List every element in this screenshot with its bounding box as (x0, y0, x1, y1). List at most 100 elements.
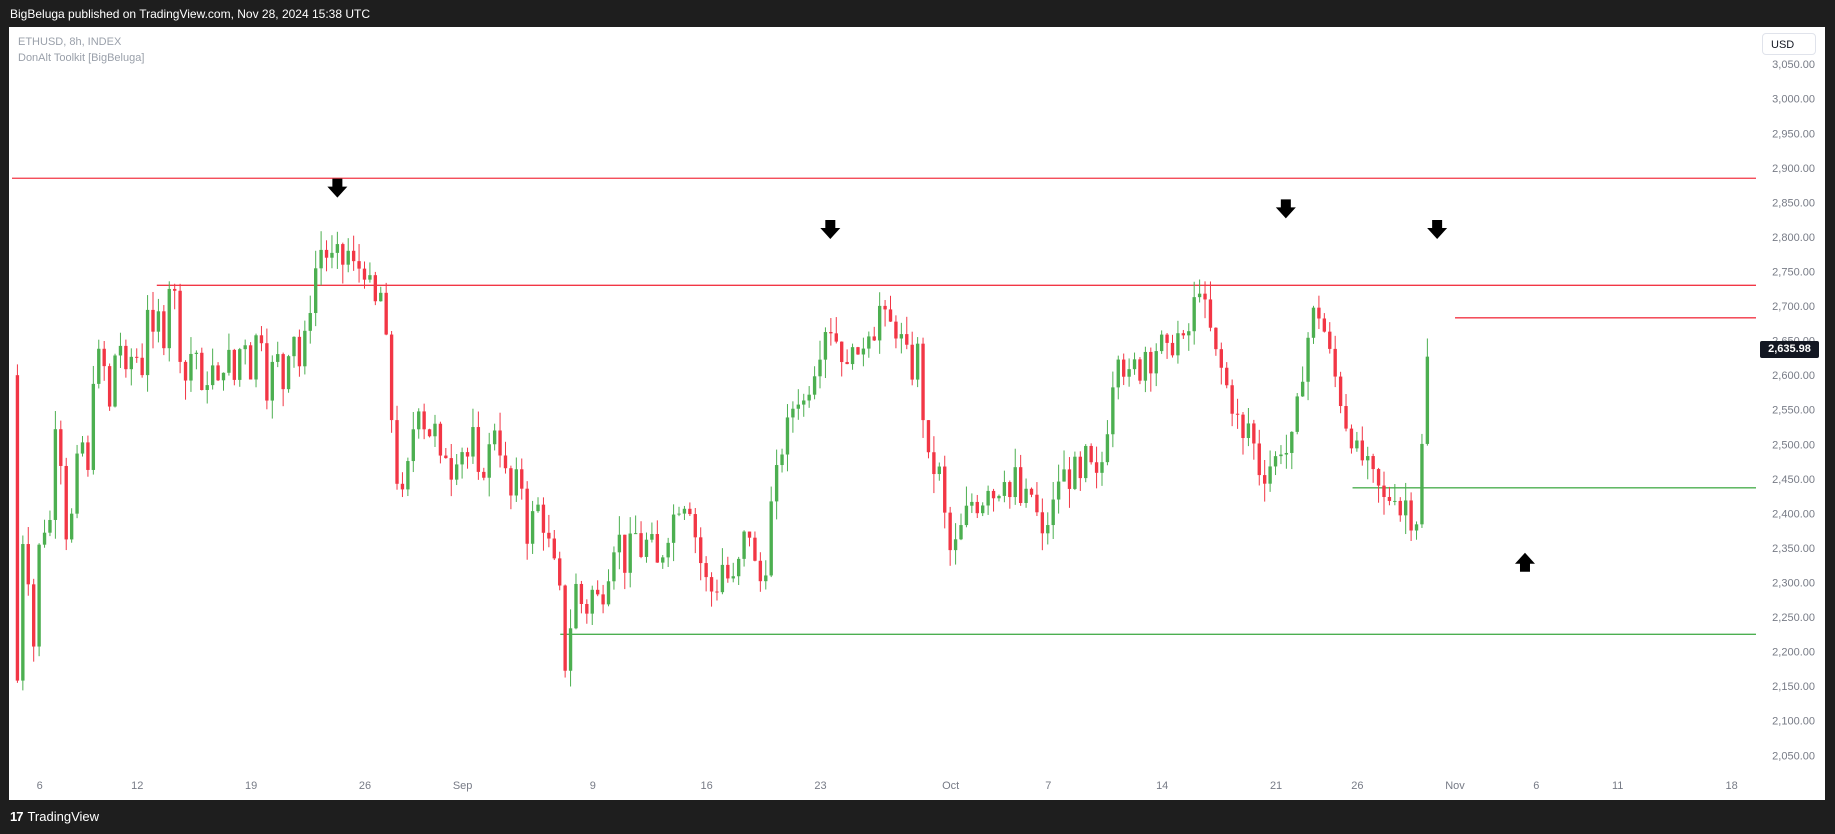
candle-body (53, 429, 58, 520)
candle-up (118, 332, 123, 368)
candle-body (1067, 469, 1072, 489)
candle-body (1132, 359, 1137, 370)
y-tick-label: 2,750.00 (1772, 267, 1815, 279)
candle-body (796, 404, 800, 409)
candle-body (856, 347, 860, 355)
candle-body (368, 275, 372, 280)
currency-button[interactable]: USD (1762, 33, 1816, 55)
indicator-label[interactable]: DonAlt Toolkit [BigBeluga] (18, 52, 145, 64)
candle-up (48, 510, 52, 537)
candle-body (1002, 482, 1007, 496)
candle-down (905, 316, 909, 350)
candle-down (558, 551, 562, 591)
candle-body (37, 544, 41, 647)
publish-header: BigBeluga published on TradingView.com, … (0, 0, 1835, 27)
tradingview-logo[interactable]: 17 TradingView (10, 809, 99, 824)
candle-up (189, 337, 193, 392)
candle-body (910, 344, 914, 380)
candle-down (758, 552, 763, 592)
x-tick-label: Oct (942, 780, 959, 792)
candle-up (671, 504, 676, 562)
candle-body (877, 305, 882, 341)
candle-body (1355, 440, 1359, 449)
candle-up (769, 486, 773, 578)
candle-down (140, 343, 144, 378)
candle-body (709, 577, 714, 592)
candle-up (1425, 338, 1430, 446)
candle-up (574, 573, 578, 630)
candle-down (64, 457, 68, 551)
candle-down (449, 443, 453, 497)
candle-body (487, 444, 491, 478)
candle-up (964, 486, 969, 528)
candle-down (265, 328, 269, 410)
candle-down (715, 579, 719, 601)
candle-down (910, 331, 914, 386)
candle-up (899, 322, 904, 354)
candle-body (411, 429, 415, 462)
candle-down (509, 465, 513, 510)
chart-area[interactable] (9, 27, 1825, 800)
candle-body (1425, 356, 1430, 444)
candle-body (135, 356, 139, 358)
candle-body (1149, 351, 1153, 374)
candle-body (840, 341, 844, 363)
candle-up (628, 517, 632, 588)
y-tick-label: 3,050.00 (1772, 59, 1815, 71)
candle-up (1404, 482, 1408, 535)
candle-down (595, 580, 600, 597)
candle-up (1176, 320, 1180, 364)
candle-up (80, 435, 85, 457)
candle-body (915, 343, 920, 380)
candle-body (1311, 307, 1316, 338)
arrow-down-icon (1275, 199, 1296, 219)
candle-body (1252, 423, 1256, 444)
candle-body (601, 594, 605, 605)
candle-down (1122, 353, 1126, 386)
candle-body (303, 330, 307, 367)
candle-body (1127, 369, 1131, 377)
candle-down (15, 364, 20, 683)
candle-up (1062, 450, 1066, 482)
candle-body (281, 354, 285, 390)
candle-body (975, 501, 979, 514)
candle-up (791, 401, 795, 433)
candle-body (899, 334, 904, 339)
candle-down (124, 339, 128, 378)
candle-body (162, 311, 166, 349)
candle-body (1181, 333, 1186, 336)
arrow-down-icon (327, 178, 348, 198)
y-tick-label: 2,150.00 (1772, 681, 1815, 693)
candle-down (829, 318, 833, 346)
candle-body (536, 504, 540, 512)
candle-body (1235, 413, 1240, 415)
candle-body (937, 466, 941, 475)
candle-body (189, 353, 193, 381)
candle-down (1078, 451, 1082, 491)
candle-body (330, 252, 334, 258)
candle-down (1338, 371, 1343, 414)
candle-body (552, 538, 556, 559)
candle-body (200, 352, 204, 390)
candle-down (845, 349, 849, 365)
candle-up (877, 292, 882, 354)
candle-body (1046, 525, 1050, 534)
candle-down (183, 360, 188, 400)
arrow-down-icon (820, 220, 841, 240)
candle-body (894, 321, 898, 339)
y-tick-label: 2,600.00 (1772, 370, 1815, 382)
candle-body (373, 275, 378, 302)
candle-up (1290, 431, 1294, 470)
candle-up (812, 366, 817, 400)
symbol-label[interactable]: ETHUSD, 8h, INDEX (18, 36, 122, 48)
candle-up (129, 348, 133, 386)
candle-body (1295, 396, 1299, 432)
candle-up (42, 519, 47, 548)
candle-body (1024, 488, 1028, 503)
candle-up (1073, 451, 1077, 491)
candle-up (1116, 355, 1120, 400)
candle-body (384, 292, 388, 335)
candle-body (872, 336, 876, 341)
candle-down (525, 481, 529, 560)
